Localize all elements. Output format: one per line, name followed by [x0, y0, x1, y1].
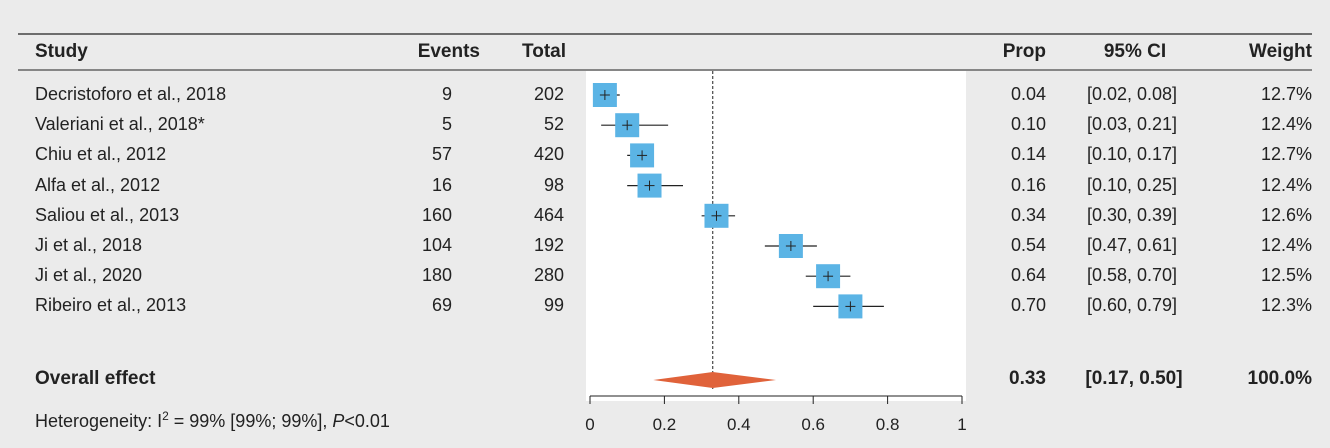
- header-weight: Weight: [1249, 41, 1312, 62]
- study-events: 5: [441, 114, 452, 135]
- study-total: 52: [543, 114, 564, 135]
- study-total: 202: [533, 84, 564, 104]
- study-name: Ji et al., 2018: [35, 235, 143, 255]
- study-ci: [0.03, 0.21]: [1086, 114, 1178, 135]
- study-total: 98: [543, 174, 564, 195]
- study-prop: 0.04: [1010, 84, 1046, 104]
- study-name: Alfa et al., 2012: [35, 174, 161, 195]
- study-prop: 0.10: [1010, 114, 1046, 135]
- study-weight: 12.5%: [1260, 265, 1312, 286]
- study-ci: [0.47, 0.61]: [1086, 235, 1178, 255]
- study-prop: 0.54: [1010, 235, 1046, 255]
- x-tick-label: 1: [957, 415, 966, 434]
- x-tick-label: 0.6: [801, 415, 825, 434]
- x-tick-label: 0.2: [653, 415, 677, 434]
- study-ci: [0.10, 0.17]: [1086, 144, 1178, 165]
- study-weight: 12.7%: [1260, 144, 1312, 165]
- x-tick-label: 0: [585, 415, 594, 434]
- header-total: Total: [522, 41, 566, 62]
- x-tick-label: 0.4: [727, 415, 751, 434]
- study-prop: 0.16: [1010, 174, 1046, 195]
- overall-prop: 0.33: [1009, 368, 1046, 389]
- study-events: 57: [431, 144, 452, 165]
- study-ci: [0.10, 0.25]: [1086, 174, 1178, 195]
- header-study: Study: [35, 41, 88, 62]
- study-weight: 12.4%: [1260, 114, 1312, 135]
- study-prop: 0.64: [1010, 265, 1046, 286]
- overall-ci: [0.17, 0.50]: [1085, 368, 1183, 389]
- header-prop: Prop: [1002, 41, 1046, 62]
- study-events: 180: [421, 265, 452, 286]
- overall-weight: 100.0%: [1247, 368, 1312, 389]
- study-weight: 12.3%: [1260, 295, 1312, 316]
- study-total: 280: [533, 265, 564, 286]
- study-name: Ji et al., 2020: [35, 265, 143, 286]
- study-events: 16: [431, 174, 452, 195]
- study-events: 160: [421, 204, 452, 225]
- study-weight: 12.7%: [1260, 84, 1312, 104]
- study-weight: 12.4%: [1260, 235, 1312, 255]
- study-name: Valeriani et al., 2018*: [35, 114, 205, 135]
- study-total: 464: [533, 204, 564, 225]
- study-prop: 0.70: [1010, 295, 1046, 316]
- study-events: 69: [431, 295, 452, 316]
- header-ci: 95% CI: [1103, 41, 1167, 62]
- study-prop: 0.34: [1010, 204, 1046, 225]
- study-ci: [0.60, 0.79]: [1086, 295, 1178, 316]
- study-weight: 12.6%: [1260, 204, 1312, 225]
- study-total: 192: [533, 235, 564, 255]
- plot-background: [586, 71, 966, 401]
- study-ci: [0.58, 0.70]: [1086, 265, 1178, 286]
- overall-diamond: [653, 372, 776, 388]
- study-ci: [0.02, 0.08]: [1086, 84, 1178, 104]
- study-events: 9: [441, 84, 452, 104]
- study-name: Decristoforo et al., 2018: [35, 84, 227, 104]
- study-total: 99: [543, 295, 564, 316]
- study-total: 420: [533, 144, 564, 165]
- header-events: Events: [417, 41, 480, 62]
- study-name: Chiu et al., 2012: [35, 144, 167, 165]
- heterogeneity-text: Heterogeneity: I2 = 99% [99%; 99%], P<0.…: [35, 409, 390, 431]
- overall-label: Overall effect: [35, 368, 156, 389]
- study-weight: 12.4%: [1260, 174, 1312, 195]
- study-name: Ribeiro et al., 2013: [35, 295, 187, 316]
- x-tick-label: 0.8: [876, 415, 900, 434]
- study-name: Saliou et al., 2013: [35, 204, 180, 225]
- study-events: 104: [421, 235, 452, 255]
- study-prop: 0.14: [1010, 144, 1046, 165]
- study-ci: [0.30, 0.39]: [1086, 204, 1178, 225]
